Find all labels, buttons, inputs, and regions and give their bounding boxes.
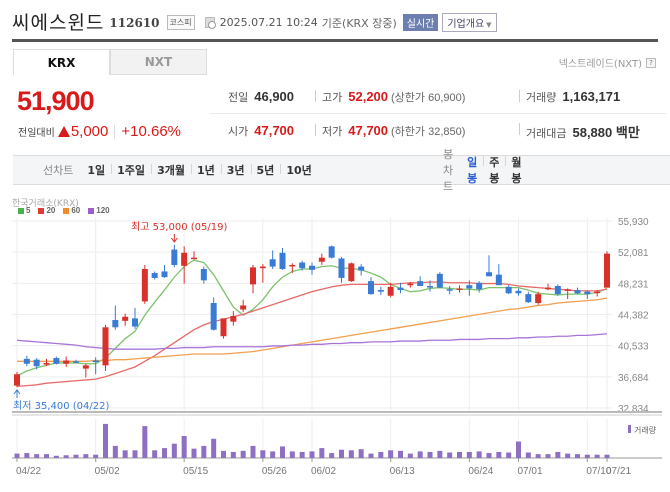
stat-value: 52,200 [348, 88, 389, 104]
market-badge: 코스피 [166, 14, 195, 30]
line-chart-periods: 선차트 1일 1주일 3개월 1년 3년 5년 10년 [43, 156, 318, 184]
up-arrow-icon [57, 126, 70, 137]
candle-period-2[interactable]: 월봉 [505, 154, 527, 186]
legend-ma120: 120 [88, 206, 110, 215]
change-label: 전일대비 [18, 128, 55, 139]
change-amount: 5,000 [70, 123, 109, 140]
stat-label: 시가 [228, 126, 249, 138]
stat-volume: 거래량 1,163,171 [518, 88, 621, 105]
stat-label: 거래량 [526, 91, 557, 104]
realtime-button[interactable]: 실시간 [402, 13, 439, 31]
legend-label: 120 [96, 206, 110, 215]
legend-ma60: 60 [63, 206, 80, 215]
svg-text:06/24: 06/24 [468, 466, 493, 477]
svg-text:36,684: 36,684 [618, 373, 649, 384]
line-chart-label: 선차트 [43, 164, 74, 177]
stock-code: 112610 [109, 15, 160, 30]
company-info-label: 기업개요 [447, 18, 485, 30]
exchange-label: 한국거래소(KRX) [12, 199, 79, 209]
stat-label: 전일 [228, 91, 249, 104]
period-10y[interactable]: 10년 [280, 162, 317, 178]
chart-toolbar: 선차트 1일 1주일 3개월 1년 3년 5년 10년 봉차트 일봉 주봉 월봉 [13, 148, 670, 193]
nxt-info-link[interactable]: 넥스트레이드(NXT) ? [559, 55, 656, 70]
stat-value: 1,163,171 [562, 88, 621, 104]
help-icon[interactable]: ? [646, 57, 656, 68]
tab-nxt[interactable]: NXT [110, 49, 207, 75]
legend-label: 20 [46, 206, 56, 215]
stat-high: 고가 52,200 (상한가 60,900) [314, 88, 466, 105]
chevron-down-icon: ▼ [486, 20, 492, 29]
legend-label: 5 [26, 206, 31, 215]
price-change: 전일대비 5,000 +10.66% [18, 123, 181, 140]
svg-text:04/22: 04/22 [16, 466, 41, 477]
candle-period-0[interactable]: 일봉 [467, 156, 478, 185]
candlestick-chart[interactable]: 55,930 52,081 48,231 44,382 40,533 36,684 32,8… [0, 215, 670, 492]
nxt-link-label: 넥스트레이드(NXT) [558, 59, 642, 70]
stat-value: 47,700 [348, 123, 389, 138]
stock-name: 씨에스윈드 [12, 11, 105, 34]
timestamp-basis: 기준(KRX 장중) [321, 16, 397, 30]
legend-swatch [63, 207, 70, 214]
svg-text:최고 53,000 (05/19): 최고 53,000 (05/19) [131, 221, 227, 233]
timestamp: 2025.07.21 10:24 [219, 16, 318, 29]
stat-prev-close: 전일 46,900 [228, 89, 294, 105]
svg-text:55,930: 55,930 [618, 217, 649, 228]
stat-value: 58,880 백만 [572, 124, 640, 140]
svg-text:거래량: 거래량 [634, 425, 657, 435]
stat-value: 47,700 [254, 123, 295, 138]
stats-row-2: 시가 47,700 저가 47,700 (하한가 32,850) 거래대금 58… [210, 114, 666, 148]
stat-value: 46,900 [254, 88, 295, 104]
svg-text:05/15: 05/15 [183, 466, 208, 477]
svg-text:48,231: 48,231 [618, 279, 649, 290]
legend-label: 60 [71, 206, 81, 215]
tab-krx[interactable]: KRX [13, 49, 110, 75]
stats-row-1: 전일 46,900 고가 52,200 (상한가 60,900) 거래량 1,1… [210, 80, 666, 114]
change-percent: +10.66% [121, 123, 181, 140]
ma-legend: 5 20 60 120 [18, 206, 118, 215]
svg-text:05/02: 05/02 [95, 466, 120, 477]
stat-trade-value: 거래대금 58,880 백만 [519, 122, 640, 141]
stat-label: 거래대금 [526, 127, 567, 140]
exchange-tabs: KRX NXT [13, 49, 207, 75]
header-divider [12, 39, 658, 42]
svg-text:44,382: 44,382 [618, 311, 649, 322]
legend-swatch [88, 207, 95, 214]
stat-open: 시가 47,700 [228, 123, 294, 139]
quote-stats: 전일 46,900 고가 52,200 (상한가 60,900) 거래량 1,1… [210, 80, 666, 148]
candle-chart-label: 봉차트 [443, 148, 454, 193]
lower-limit: (하한가 32,850) [391, 126, 466, 138]
svg-text:32,834: 32,834 [618, 404, 649, 415]
stat-label: 고가 [322, 91, 343, 104]
company-info-dropdown[interactable]: 기업개요 ▼ [442, 12, 497, 32]
legend-ma5: 5 [18, 206, 30, 215]
legend-ma20: 20 [38, 206, 55, 215]
svg-text:07/10: 07/10 [586, 466, 611, 477]
candle-period-1[interactable]: 주봉 [483, 154, 505, 186]
divider [114, 124, 116, 139]
legend-swatch [38, 207, 45, 214]
period-1d[interactable]: 1일 [87, 164, 106, 177]
calendar-clock-icon [204, 16, 216, 29]
svg-text:07/21: 07/21 [606, 466, 631, 477]
upper-limit: (상한가 60,900) [391, 91, 466, 104]
svg-text:52,081: 52,081 [618, 248, 649, 259]
period-1w[interactable]: 1주일 [111, 162, 151, 178]
current-price: 51,900 [17, 86, 95, 116]
stat-label: 저가 [322, 126, 343, 138]
legend-swatch [18, 207, 24, 214]
svg-text:40,533: 40,533 [618, 342, 649, 353]
svg-text:05/26: 05/26 [262, 466, 287, 477]
period-3m[interactable]: 3개월 [151, 162, 191, 178]
stock-header: 씨에스윈드 112610 코스피 2025.07.21 10:24 기준(KRX… [12, 6, 497, 36]
period-1y[interactable]: 1년 [190, 162, 221, 178]
svg-text:07/01: 07/01 [518, 466, 543, 477]
stat-low: 저가 47,700 (하한가 32,850) [314, 123, 466, 139]
period-3y[interactable]: 3년 [220, 162, 251, 178]
svg-text:최저 35,400 (04/22): 최저 35,400 (04/22) [13, 400, 109, 412]
svg-text:06/02: 06/02 [311, 466, 336, 477]
svg-text:06/13: 06/13 [390, 466, 415, 477]
period-5y[interactable]: 5년 [250, 162, 281, 178]
